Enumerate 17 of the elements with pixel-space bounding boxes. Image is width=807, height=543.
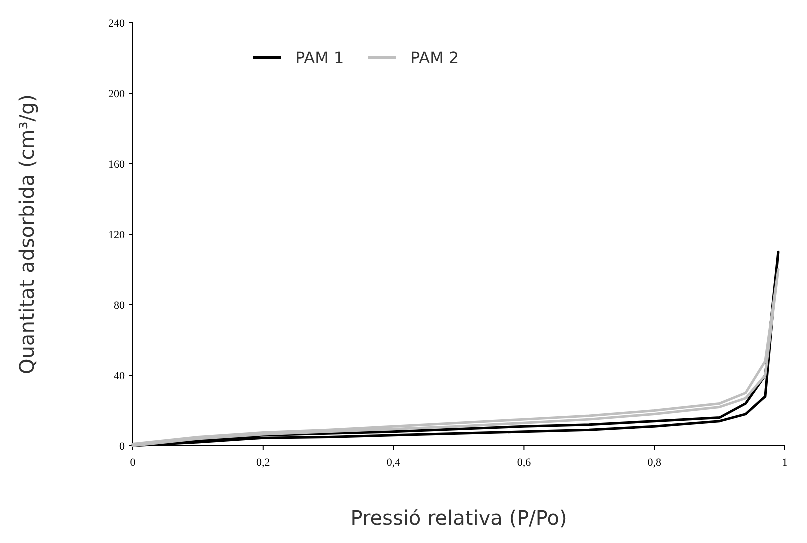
y-axis-title: Quantitat adsorbida (cm³/g) (15, 94, 39, 374)
x-tick-label: 0,2 (256, 457, 270, 469)
x-tick-label: 0,8 (648, 457, 662, 469)
legend-label: PAM 2 (410, 48, 460, 68)
x-tick-label: 1 (782, 457, 788, 469)
x-tick-label: 0,6 (517, 457, 532, 469)
y-tick-label: 160 (108, 158, 126, 171)
y-tick-label: 80 (114, 300, 126, 312)
y-tick-label: 0 (120, 440, 126, 453)
y-tick-label: 120 (108, 229, 126, 242)
y-tick-label: 240 (108, 18, 126, 30)
y-tick-label: 40 (114, 370, 126, 382)
x-axis-title: Pressió relativa (P/Po) (350, 506, 568, 530)
x-tick-label: 0,4 (386, 457, 402, 469)
legend-label: PAM 1 (296, 48, 344, 68)
y-tick-label: 200 (108, 88, 126, 100)
x-tick-label: 0 (130, 457, 136, 469)
